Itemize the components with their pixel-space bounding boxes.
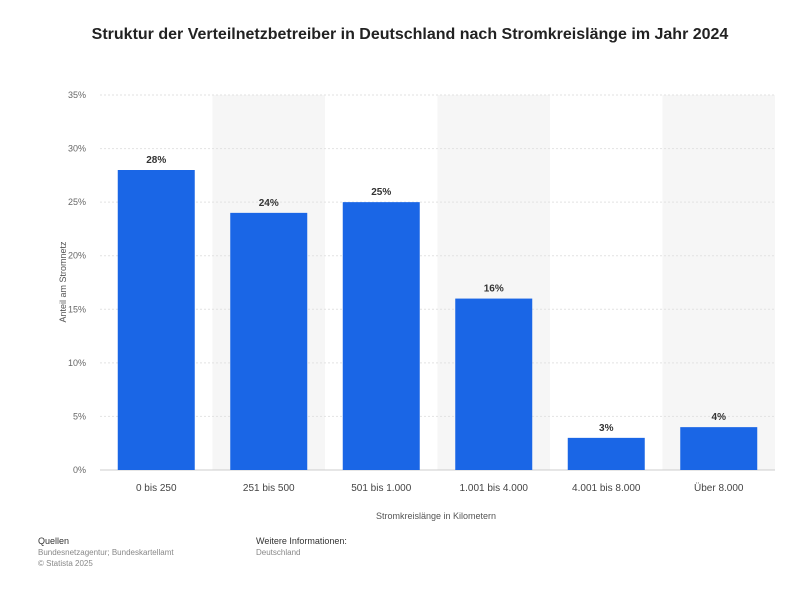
info-text: Deutschland — [256, 548, 301, 557]
x-category-label: Über 8.000 — [694, 482, 744, 494]
data-label: 24% — [259, 198, 279, 209]
y-axis-title: Anteil am Stromnetz — [58, 241, 68, 323]
data-label: 4% — [712, 412, 727, 423]
x-axis-categories: 0 bis 250 251 bis 500 501 bis 1.000 1.001 b… — [136, 482, 744, 494]
x-axis-title: Stromkreislänge in Kilometern — [376, 511, 496, 521]
y-tick-label: 30% — [68, 144, 86, 154]
y-tick-label: 15% — [68, 304, 86, 314]
x-category-label: 251 bis 500 — [243, 483, 295, 494]
x-category-label: 0 bis 250 — [136, 483, 177, 494]
bar — [680, 427, 758, 470]
gridlines — [100, 94, 775, 471]
bar — [342, 202, 420, 470]
data-label: 3% — [599, 423, 614, 434]
data-label: 16% — [484, 284, 504, 295]
sources-heading: Quellen — [38, 536, 70, 546]
bar — [117, 170, 195, 470]
data-label: 28% — [146, 155, 166, 166]
bar — [230, 212, 308, 470]
x-category-label: 1.001 bis 4.000 — [460, 483, 529, 494]
plot-band — [662, 95, 775, 470]
sources-block: Quellen Bundesnetzagentur; Bundeskartell… — [38, 536, 174, 569]
y-tick-label: 0% — [73, 465, 86, 475]
info-block: Weitere Informationen: Deutschland — [256, 536, 347, 558]
bars — [117, 170, 758, 470]
x-category-label: 501 bis 1.000 — [351, 483, 411, 494]
y-tick-label: 10% — [68, 358, 86, 368]
y-tick-label: 25% — [68, 197, 86, 207]
chart-title: Struktur der Verteilnetzbetreiber in Deu… — [91, 26, 729, 43]
y-axis-ticks: 0% 5% 10% 15% 20% 25% 30% 35% — [68, 90, 86, 475]
y-tick-label: 20% — [68, 251, 86, 261]
bar — [567, 437, 645, 470]
data-labels: 28% 24% 25% 16% 3% 4% — [146, 155, 726, 434]
copyright-text: © Statista 2025 — [38, 559, 93, 568]
y-tick-label: 5% — [73, 411, 86, 421]
y-tick-label: 35% — [68, 90, 86, 100]
x-category-label: 4.001 bis 8.000 — [572, 483, 641, 494]
data-label: 25% — [371, 187, 391, 198]
info-heading: Weitere Informationen: — [256, 536, 347, 546]
bar — [455, 298, 533, 470]
sources-text: Bundesnetzagentur; Bundeskartellamt — [38, 548, 174, 557]
